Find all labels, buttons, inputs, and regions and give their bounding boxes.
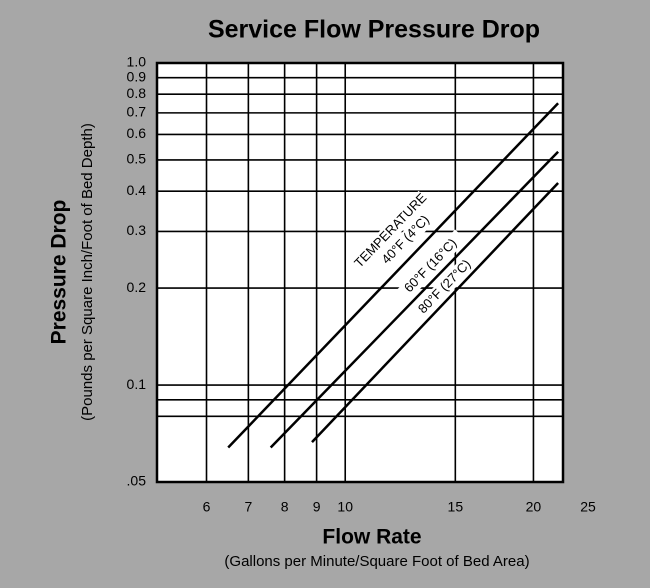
label-background	[395, 229, 467, 303]
plot-area	[157, 63, 563, 482]
x-tick-label: 10	[337, 499, 353, 515]
y-tick-label: 0.6	[127, 125, 147, 141]
x-axis-sublabel: (Gallons per Minute/Square Foot of Bed A…	[224, 553, 529, 570]
x-axis-label: Flow Rate	[322, 526, 421, 549]
x-tick-label: 9	[313, 499, 321, 515]
lines	[227, 102, 560, 449]
x-tick-label: 7	[244, 499, 252, 515]
y-tick-label: 1.0	[127, 54, 147, 70]
x-tick-label: 15	[448, 499, 464, 515]
y-tick-label: 0.3	[127, 222, 147, 238]
y-tick-label: 0.1	[127, 376, 147, 392]
x-tick-label: 25	[580, 499, 596, 515]
chart-title: Service Flow Pressure Drop	[208, 16, 540, 44]
series-line	[227, 102, 560, 449]
x-tick-label: 8	[281, 499, 289, 515]
y-axis-sublabel: (Pounds per Square Inch/Foot of Bed Dept…	[79, 123, 96, 421]
series-line	[269, 150, 559, 449]
x-tick-label: 20	[526, 499, 542, 515]
y-axis-label: Pressure Drop	[48, 200, 71, 345]
series-line	[311, 182, 560, 443]
label-background	[351, 190, 431, 272]
label-background	[373, 206, 439, 274]
y-tick-label: 0.9	[127, 68, 147, 84]
y-tick-label: 0.7	[127, 104, 147, 120]
x-tick-label: 6	[203, 499, 211, 515]
label-background	[409, 250, 481, 324]
y-tick-label: 0.5	[127, 151, 147, 167]
y-tick-label: 0.4	[127, 182, 147, 198]
y-tick-label: 0.8	[127, 85, 147, 101]
y-tick-label: .05	[127, 473, 147, 489]
plot-border	[155, 61, 565, 484]
y-tick-label: 0.2	[127, 279, 147, 295]
